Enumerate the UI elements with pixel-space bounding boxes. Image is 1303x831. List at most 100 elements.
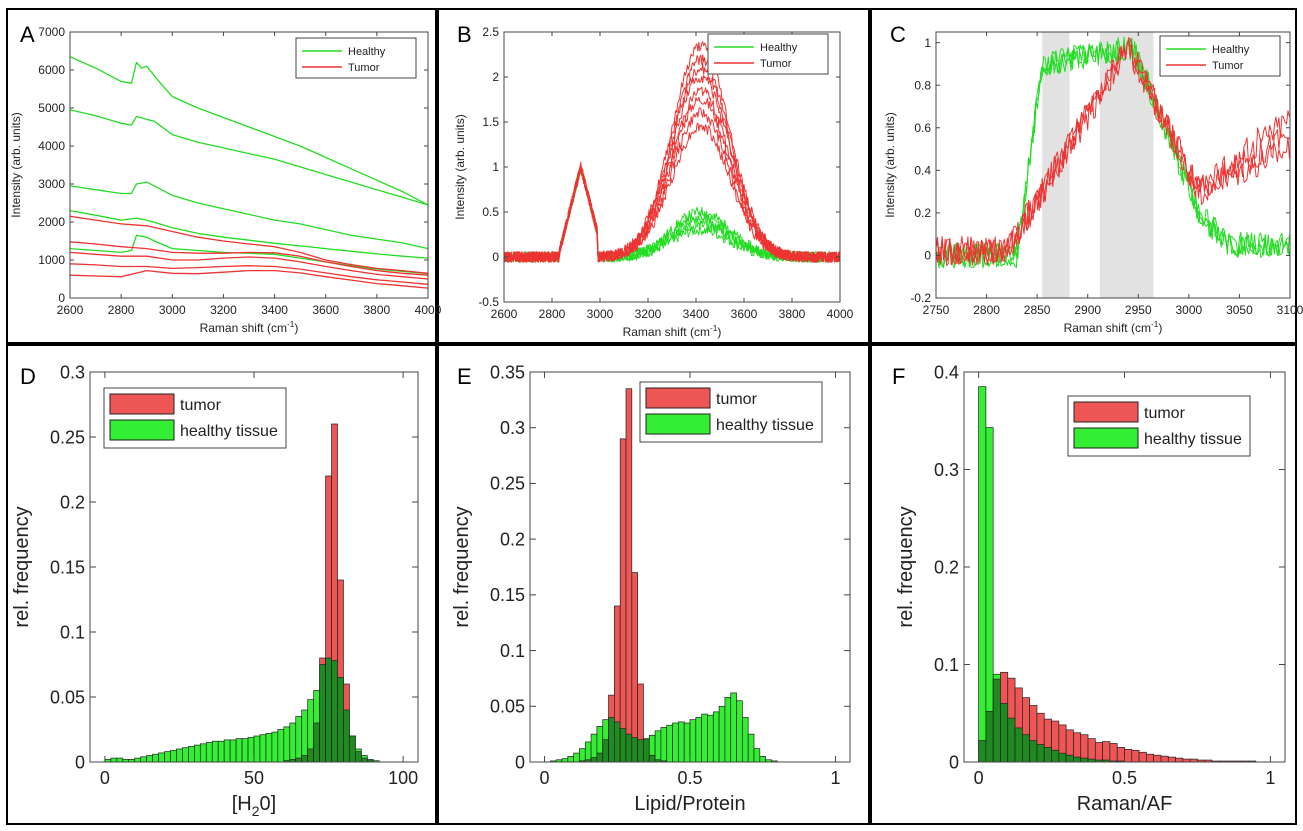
x-tick-label: 2800	[539, 307, 566, 321]
overlap-bar	[602, 739, 609, 763]
x-tick-label: 50	[244, 768, 264, 788]
y-tick-label: 0	[75, 752, 85, 772]
tumor-bar	[1102, 741, 1111, 763]
healthy-bar	[259, 734, 267, 763]
overlap-bar	[337, 677, 344, 763]
y-tick-label: 0.15	[490, 585, 525, 605]
overlap-bar	[985, 710, 994, 763]
healthy-bar	[666, 724, 673, 763]
healthy-bar	[978, 386, 987, 763]
healthy-bar	[134, 757, 142, 763]
healthy-bar	[689, 719, 697, 763]
tumor-bar	[1109, 743, 1118, 763]
x-axis-label-sub: 2	[252, 803, 260, 819]
y-tick-label: 1000	[38, 253, 65, 267]
legend-swatch	[109, 419, 175, 441]
x-tick-label: 2900	[1074, 303, 1101, 317]
x-axis-label-text: Raman shift (cm	[623, 325, 710, 339]
x-tick-label: 3000	[587, 307, 614, 321]
y-tick-label: 0.2	[914, 206, 931, 220]
healthy-bar	[707, 714, 714, 763]
series-line-healthy	[69, 209, 429, 259]
series-line-tumor	[503, 41, 841, 263]
healthy-bar	[695, 717, 702, 763]
x-tick-label: 0	[100, 768, 110, 788]
series-line-tumor	[69, 241, 429, 276]
y-tick-label: 0.5	[482, 205, 499, 219]
overlap-bar	[307, 748, 314, 763]
tumor-bar	[631, 572, 638, 763]
legend-label: healthy tissue	[716, 417, 814, 434]
y-axis-label: rel. frequency	[11, 506, 33, 627]
x-axis-label-end: )	[294, 321, 298, 335]
x-axis-label: Raman shift (cm-1)	[1064, 319, 1163, 335]
healthy-bar	[724, 697, 732, 763]
y-tick-label: 7000	[38, 25, 65, 39]
x-tick-label: 2600	[57, 303, 84, 317]
x-axis-label-text: Raman shift (cm	[200, 321, 287, 335]
x-tick-label: 0	[540, 768, 550, 788]
healthy-bar	[584, 741, 592, 763]
legend-label: tumor	[1144, 405, 1186, 422]
x-axis-label-sup: -1	[710, 323, 718, 333]
healthy-bar	[253, 735, 261, 763]
y-tick-label: 0.3	[500, 418, 525, 438]
y-tick-label: 2.5	[482, 25, 499, 39]
legend-label: Tumor	[1212, 60, 1244, 72]
y-axis-label: Intensity (arb. units)	[883, 112, 897, 217]
series-line-healthy	[69, 234, 429, 275]
y-tick-label: 0	[924, 249, 931, 263]
overlap-bar	[590, 757, 598, 763]
series-line-healthy	[69, 181, 429, 250]
overlap-bar	[343, 709, 350, 763]
x-tick-label: 0.5	[677, 768, 702, 788]
x-axis-label: [H20]	[232, 793, 276, 819]
series-line-healthy	[935, 36, 1290, 269]
y-tick-label: 0.3	[934, 460, 959, 480]
y-tick-label: 0.15	[50, 557, 85, 577]
panel-frame	[870, 344, 1297, 825]
x-tick-label: 3600	[731, 307, 758, 321]
healthy-bar	[712, 711, 720, 763]
x-tick-label: 3000	[1176, 303, 1203, 317]
healthy-bar	[199, 743, 207, 763]
series-line-healthy	[69, 56, 429, 206]
legend-label: healthy tissue	[180, 423, 278, 440]
y-tick-label: 0.6	[914, 121, 931, 135]
healthy-bar	[194, 744, 201, 763]
healthy-bar	[654, 730, 662, 763]
series-line-tumor	[935, 37, 1290, 265]
x-tick-label: 0.5	[1112, 768, 1137, 788]
healthy-bar	[188, 746, 195, 763]
tumor-bar	[1153, 754, 1162, 763]
y-tick-label: 0.05	[490, 697, 525, 717]
tumor-bar	[1138, 751, 1147, 763]
y-axis-label: rel. frequency	[895, 506, 917, 627]
healthy-bar	[295, 716, 303, 763]
series-line-tumor	[69, 251, 429, 280]
x-tick-label: 2850	[1024, 303, 1051, 317]
x-axis-label-sup: -1	[287, 319, 295, 329]
overlap-bar	[648, 754, 656, 763]
y-tick-label: 0.2	[500, 529, 525, 549]
tumor-bar	[1146, 753, 1155, 763]
x-axis-label: Raman shift (cm-1)	[200, 319, 299, 335]
healthy-bar	[146, 755, 153, 763]
x-tick-label: 3000	[159, 303, 186, 317]
overlap-bar	[1051, 749, 1060, 763]
healthy-bar	[579, 748, 586, 763]
healthy-bar	[561, 758, 569, 763]
x-tick-label: 3800	[364, 303, 391, 317]
overlap-bar	[325, 657, 332, 763]
shaded-band	[1042, 32, 1070, 298]
overlap-bar	[1080, 757, 1089, 763]
legend-swatch	[1073, 401, 1139, 423]
chart-panel-c: 2750 2800 2850 2900 2950 3000 3050 3100 -0.2 0 0.2…	[883, 31, 1303, 335]
y-tick-label: 0	[949, 752, 959, 772]
panel-frame	[6, 344, 437, 825]
healthy-bar	[730, 692, 737, 763]
legend-box	[707, 33, 829, 75]
y-tick-label: 0.25	[490, 474, 525, 494]
x-tick-label: 3100	[1277, 303, 1303, 317]
